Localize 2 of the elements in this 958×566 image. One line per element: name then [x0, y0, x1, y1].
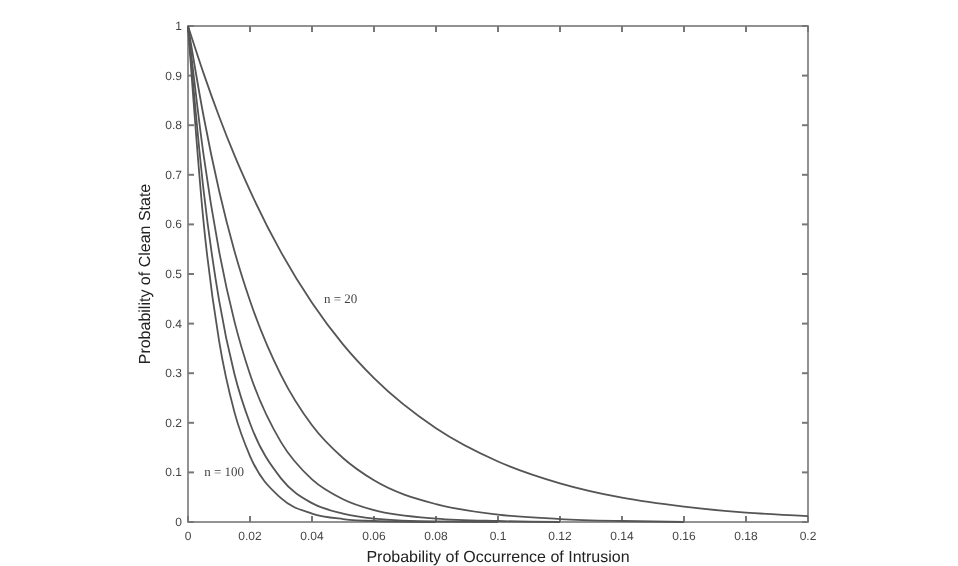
x-axis-title: Probability of Occurrence of Intrusion [366, 548, 630, 566]
y-axis-title: Probability of Clean State [136, 182, 154, 365]
